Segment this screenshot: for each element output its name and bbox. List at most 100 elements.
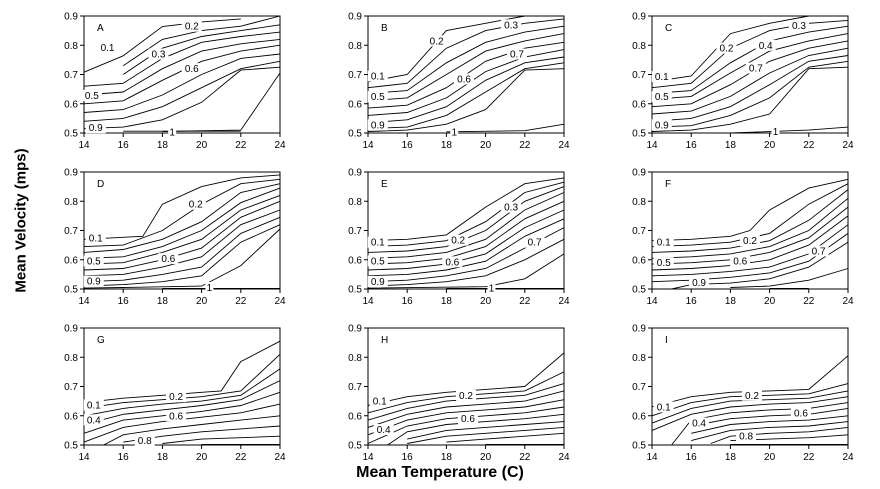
x-tick-label: 22 xyxy=(803,140,815,151)
panel-c: 0.1 0.2 0.3 0.4 0.5 0.7 0.9 1 C 14 16 18 20 22 24 0.5 0.… xyxy=(632,12,854,152)
contour-line xyxy=(367,181,565,248)
y-tick-label: 0.9 xyxy=(348,168,362,179)
contour-line xyxy=(83,66,281,130)
contour-label-bg xyxy=(367,236,388,248)
contour-line xyxy=(671,241,849,290)
contour-label: 0.7 xyxy=(749,64,763,75)
x-tick-label: 24 xyxy=(558,140,570,151)
contour-label: 0.6 xyxy=(445,257,459,268)
y-tick-label: 0.5 xyxy=(348,441,362,452)
contour-label: 0.6 xyxy=(733,256,747,267)
contour-label-bg xyxy=(653,257,674,269)
contour-line xyxy=(83,194,281,265)
contour-label-bg xyxy=(158,253,179,265)
contour-line xyxy=(83,174,281,240)
contour-label: 0.8 xyxy=(739,432,753,443)
x-tick-label: 14 xyxy=(78,296,90,307)
x-tick-label: 22 xyxy=(803,452,815,463)
x-tick-label: 20 xyxy=(196,140,208,151)
contour-label: 0.2 xyxy=(720,44,734,55)
contour-line xyxy=(83,183,281,253)
contour-label: 0.5 xyxy=(85,91,99,102)
y-tick-label: 0.7 xyxy=(632,70,646,81)
x-tick-label: 24 xyxy=(274,452,286,463)
contour-line xyxy=(367,209,565,271)
contour-label: 0.1 xyxy=(371,71,385,82)
contour-label: 0.1 xyxy=(657,402,671,413)
y-tick-label: 0.6 xyxy=(64,99,78,110)
y-tick-label: 0.8 xyxy=(632,197,646,208)
contour-line xyxy=(367,25,565,94)
y-tick-label: 0.8 xyxy=(348,353,362,364)
contour-label-bg xyxy=(181,20,202,32)
x-tick-label: 22 xyxy=(519,452,531,463)
contour-label: 0.2 xyxy=(743,236,757,247)
contour-label: 0.6 xyxy=(461,414,475,425)
x-tick-label: 24 xyxy=(842,296,854,307)
contour-line xyxy=(367,62,565,130)
contour-label-bg xyxy=(506,48,527,60)
panel-a: 0.1 0.2 0.3 0.5 0.6 0.9 1 A 14 16 18 20 22 24 0.5 0.6 0.… xyxy=(64,12,286,152)
contour-label: 0.3 xyxy=(152,50,166,61)
contour-line xyxy=(83,340,281,404)
x-tick-label: 16 xyxy=(686,140,698,151)
contour-label: 0.5 xyxy=(371,92,385,103)
x-tick-label: 22 xyxy=(519,140,531,151)
contour-line xyxy=(710,426,849,444)
contour-label-bg xyxy=(501,201,522,213)
x-tick-label: 16 xyxy=(118,452,130,463)
contour-label-bg xyxy=(789,20,809,32)
contour-line xyxy=(162,435,281,444)
contour-label-bg xyxy=(808,245,829,257)
contour-label: 1 xyxy=(489,283,495,294)
y-tick-label: 0.7 xyxy=(348,382,362,393)
contour-label: 0.1 xyxy=(373,397,387,408)
contour-label: 0.1 xyxy=(89,233,103,244)
panel-e: 0.1 0.2 0.3 0.5 0.6 0.7 0.9 1 E 14 16 18 20 22 24 0.5 0.… xyxy=(348,168,570,308)
y-tick-label: 0.8 xyxy=(632,41,646,52)
contour-line xyxy=(651,197,849,259)
contour-label: 0.9 xyxy=(89,123,103,134)
contour-label: 0.1 xyxy=(657,238,671,249)
contour-line xyxy=(367,177,565,242)
contour-line xyxy=(651,15,848,83)
contour-line xyxy=(691,421,849,442)
y-tick-label: 0.5 xyxy=(64,441,78,452)
contour-label: 0.1 xyxy=(87,400,101,411)
x-tick-label: 14 xyxy=(646,140,658,151)
contour-label-bg xyxy=(367,275,388,287)
contour-line xyxy=(651,19,849,89)
x-tick-label: 18 xyxy=(441,140,453,151)
contour-label-bg xyxy=(450,126,459,138)
contour-line xyxy=(651,47,849,115)
contour-label: 0.1 xyxy=(655,72,669,83)
contour-line xyxy=(691,415,849,434)
contour-line xyxy=(367,49,565,116)
contour-line xyxy=(671,402,849,446)
y-tick-label: 0.5 xyxy=(64,285,78,296)
contour-line xyxy=(83,380,281,425)
contour-label: 1 xyxy=(169,127,175,138)
y-tick-label: 0.7 xyxy=(348,70,362,81)
contour-label-bg xyxy=(185,198,206,210)
contour-line xyxy=(367,200,565,265)
panel-frame xyxy=(367,171,565,290)
y-tick-label: 0.5 xyxy=(632,129,646,140)
y-tick-label: 0.9 xyxy=(64,168,78,179)
contour-line xyxy=(83,209,281,277)
contour-label-bg xyxy=(653,401,674,413)
x-tick-label: 14 xyxy=(362,140,374,151)
contour-label-bg xyxy=(716,42,737,54)
y-tick-label: 0.7 xyxy=(64,226,78,237)
y-tick-label: 0.5 xyxy=(64,129,78,140)
contour-label: 0.9 xyxy=(87,277,101,288)
x-tick-label: 22 xyxy=(235,296,247,307)
x-tick-label: 22 xyxy=(519,296,531,307)
contour-label: 0.3 xyxy=(504,20,518,31)
contour-label-bg xyxy=(651,91,672,103)
contour-line xyxy=(730,268,849,288)
x-tick-label: 22 xyxy=(235,140,247,151)
x-tick-label: 14 xyxy=(78,140,90,151)
